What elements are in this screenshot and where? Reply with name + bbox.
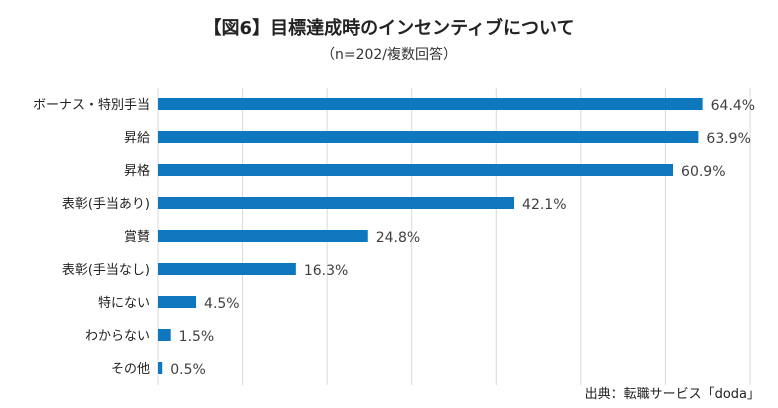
bar	[158, 362, 163, 374]
category-label: 昇給	[124, 131, 150, 146]
data-label: 4.5%	[204, 296, 240, 312]
data-label: 1.5%	[179, 329, 215, 345]
category-label: 表彰(手当なし)	[62, 262, 150, 278]
bar	[158, 98, 703, 110]
data-label: 24.8%	[376, 230, 420, 246]
category-label: 特にない	[98, 296, 150, 311]
source-note: 出典：転職サービス「doda」	[584, 387, 760, 402]
bar	[158, 131, 699, 143]
category-label: 表彰(手当あり)	[62, 196, 150, 212]
category-label: わからない	[85, 329, 150, 344]
bar	[158, 197, 515, 209]
data-label: 60.9%	[681, 164, 725, 180]
data-label: 64.4%	[711, 98, 755, 114]
category-label: 昇格	[124, 163, 150, 179]
category-label: その他	[111, 362, 150, 377]
chart-subtitle: （n=202/複数回答）	[320, 47, 458, 63]
data-label: 0.5%	[170, 362, 206, 378]
bar	[158, 164, 674, 176]
chart-title: 【図6】目標達成時のインセンティブについて	[203, 18, 575, 39]
data-label: 16.3%	[304, 263, 348, 279]
bar	[158, 230, 368, 242]
bar	[158, 329, 171, 341]
category-label: ボーナス・特別手当	[33, 98, 150, 113]
data-label: 63.9%	[706, 131, 750, 147]
data-label: 42.1%	[522, 197, 566, 213]
category-label: 賞賛	[124, 230, 150, 245]
bar	[158, 296, 197, 308]
bar	[158, 263, 296, 275]
